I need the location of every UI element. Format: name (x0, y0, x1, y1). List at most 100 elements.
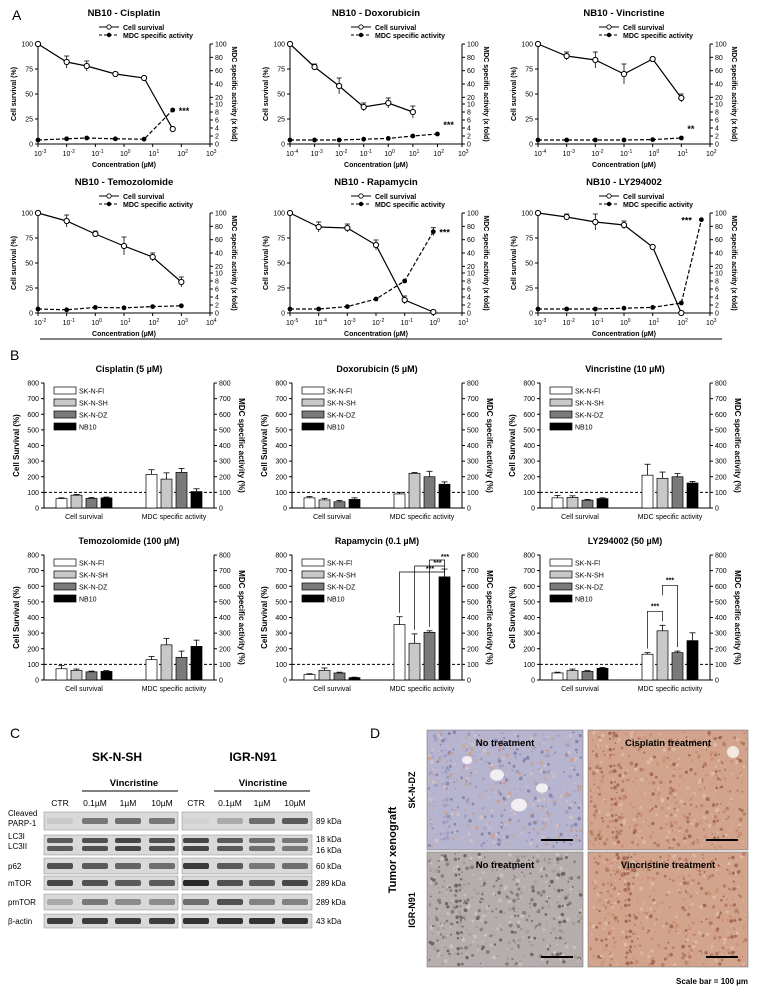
tissue-cell (607, 859, 610, 862)
tissue-cell (621, 779, 625, 783)
tissue-cell (720, 785, 724, 789)
tissue-cell (634, 945, 636, 948)
tissue-cell (633, 840, 636, 843)
tissue-cell (693, 840, 696, 843)
tissue-cell (574, 837, 578, 842)
significance-mark: *** (651, 603, 659, 610)
tissue-cell (637, 945, 639, 947)
tissue-cell (501, 879, 504, 881)
tissue-cell (534, 927, 537, 929)
tissue-cell (600, 957, 602, 960)
y-tick-label: 700 (523, 568, 535, 575)
tissue-cell (457, 910, 462, 915)
tissue-cell (640, 921, 642, 924)
y2-tick-label: 20 (715, 264, 723, 271)
tissue-cell (667, 866, 670, 869)
tissue-cell (683, 839, 687, 843)
tissue-cell (467, 832, 471, 836)
blot-row-label: mTOR (8, 879, 32, 888)
tissue-cell (465, 840, 467, 842)
tissue-cell (720, 827, 724, 831)
tissue-cell (429, 881, 433, 885)
y-tick-label: 600 (275, 412, 287, 419)
y-tick-label: 700 (275, 396, 287, 403)
tissue-cell (506, 959, 508, 962)
tissue-cell (668, 906, 671, 908)
tissue-cell (429, 868, 433, 873)
tissue-cell (642, 902, 645, 905)
tissue-cell (497, 898, 502, 903)
tissue-cell (718, 845, 720, 847)
tissue-cell (456, 737, 459, 740)
blot-band (115, 863, 141, 869)
tissue-cell (702, 903, 707, 908)
tissue-cell (565, 917, 570, 922)
tissue-cell (637, 813, 639, 816)
tissue-cell (430, 760, 434, 764)
bar (438, 576, 451, 681)
tissue-cell (702, 857, 704, 859)
tissue-cell (515, 892, 520, 897)
tissue-cell (633, 931, 637, 936)
tissue-cell (494, 782, 497, 786)
y-tick-label: 25 (277, 117, 285, 124)
tissue-cell (635, 872, 640, 876)
data-point-survival (563, 213, 570, 221)
tissue-cell (484, 790, 487, 793)
tissue-cell (621, 813, 623, 816)
x-axis-label: Concentration (µM) (592, 162, 656, 169)
tissue-cell (531, 889, 535, 893)
chart-title: NB10 - Doxorubicin (332, 8, 420, 19)
tissue-cell (559, 957, 563, 962)
tissue-cell (712, 905, 716, 909)
chart-title: NB10 - Vincristine (583, 8, 664, 19)
tissue-cell (453, 781, 456, 784)
tissue-cell (512, 907, 515, 911)
tissue-cell (487, 904, 490, 908)
tissue-cell (521, 936, 524, 939)
x-tick-label: 102 (433, 149, 444, 158)
tissue-cell (717, 811, 721, 815)
y-tick-label: 700 (275, 568, 287, 575)
y2-tick-label: 100 (467, 211, 479, 218)
tissue-cell (645, 915, 649, 920)
blot-band (82, 918, 108, 924)
tissue-cell (626, 872, 630, 875)
tissue-cell (571, 765, 575, 770)
tissue-cell (573, 757, 578, 762)
tissue-cell (511, 833, 514, 837)
y-tick-label: 100 (273, 42, 285, 49)
y-tick-label: 600 (523, 584, 535, 591)
y2-tick-label: 10 (715, 102, 723, 109)
x-tick-label: 10-5 (286, 318, 298, 327)
significance-mark: *** (426, 566, 434, 573)
tissue-cell (716, 914, 719, 917)
tissue-cell (607, 912, 610, 915)
data-point-mdc (121, 305, 127, 311)
tissue-cell (636, 815, 638, 817)
y-tick-label: 25 (25, 117, 33, 124)
tissue-cell (651, 744, 653, 746)
tissue-cell (682, 731, 685, 733)
y-tick-label: 700 (27, 396, 39, 403)
tissue-cell (603, 921, 608, 926)
tissue-cell (457, 952, 460, 956)
tissue-cell (744, 747, 748, 751)
tissue-cell (592, 739, 594, 742)
tissue-cell (530, 885, 535, 890)
tissue-cell (526, 901, 528, 903)
significance-mark: *** (179, 106, 190, 116)
tissue-cell (634, 763, 639, 767)
tissue-cell (649, 895, 652, 897)
x-tick-label: 101 (677, 149, 688, 158)
tissue-cell (488, 821, 491, 824)
tissue-cell (679, 774, 683, 779)
lane-label: 0.1µM (218, 798, 242, 808)
tissue-cell (636, 860, 638, 862)
tissue-cell (450, 933, 452, 936)
tissue-cell (506, 957, 510, 960)
tissue-cell (692, 793, 695, 797)
data-point-mdc (287, 137, 293, 143)
tissue-cell (531, 803, 535, 807)
